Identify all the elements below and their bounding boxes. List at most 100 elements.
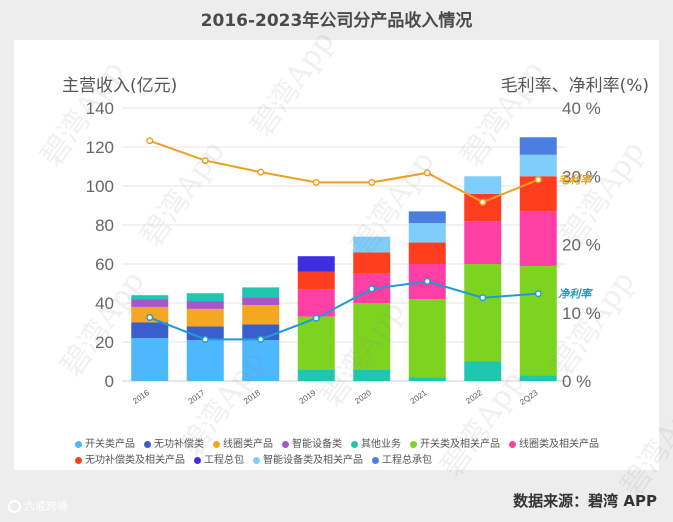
legend-item: 线圈类产品 [213, 437, 273, 452]
bar-segment [186, 293, 224, 302]
line-point [423, 277, 431, 285]
legend-marker [372, 457, 379, 464]
x-tick-label: 2016 [131, 388, 151, 406]
x-tick-label: 2018 [242, 388, 262, 406]
y-tick-label: 100 [86, 177, 114, 196]
legend-item: 智能设备类及相关产品 [253, 453, 363, 468]
bar-segment [519, 375, 557, 381]
y-tick-label: 0 [105, 372, 114, 391]
legend-marker [351, 441, 358, 448]
y2-tick-label: 0 % [562, 372, 591, 391]
data-source: 数据来源：碧湾 APP [513, 492, 657, 510]
chart-panel: 主营收入(亿元) 毛利率、净利率(%) 0 20 40 60 80 100 120 140 0 % 1… [14, 40, 659, 470]
bar-segment [131, 299, 169, 307]
bar-segment [353, 252, 391, 274]
line-point [312, 178, 320, 186]
bar-segment [186, 340, 224, 381]
legend-marker [253, 457, 260, 464]
bar-segment [464, 221, 502, 264]
footer-logo: 六戒跨境 [8, 498, 68, 514]
bar-segment [242, 297, 280, 305]
line-point [257, 335, 265, 343]
legend-marker [213, 441, 220, 448]
bar-segment [519, 211, 557, 266]
legend-marker [75, 457, 82, 464]
line-series [149, 280, 539, 341]
legend-item: 无功补偿类 [144, 437, 204, 452]
legend-marker [144, 441, 151, 448]
footer-logo-text: 六戒跨境 [24, 501, 68, 513]
y-tick-label: 80 [95, 216, 114, 235]
bar-segment [519, 154, 557, 177]
bar-segment [297, 271, 335, 290]
bar-segment [408, 242, 446, 264]
bar-segment [464, 264, 502, 362]
y2-tick-label: 10 % [562, 304, 601, 323]
legend-label: 工程总承包 [382, 455, 432, 466]
legend-label: 工程总包 [204, 455, 244, 466]
bar-segment [519, 137, 557, 155]
bar-segment [297, 369, 335, 381]
line-point [146, 313, 154, 322]
legend-marker [194, 457, 201, 464]
legend-label: 其他业务 [361, 439, 401, 450]
y2-tick-label: 20 % [562, 236, 601, 255]
bar-segment [131, 322, 169, 339]
x-tick-label: 2020 [353, 388, 373, 406]
chart-title: 2016-2023年公司分产品收入情况 [200, 11, 473, 31]
bar-segment [353, 303, 391, 370]
bar-segment [408, 211, 446, 224]
legend-label: 开关类及相关产品 [420, 439, 500, 450]
legend-marker [509, 441, 516, 448]
bar-segment [297, 289, 335, 317]
legend-label: 无功补偿类及相关产品 [85, 455, 185, 466]
bar-segment [464, 193, 502, 222]
legend-item: 开关类产品 [75, 437, 135, 452]
legend-marker [75, 441, 82, 448]
legend-marker [282, 441, 289, 448]
legend-item: 智能设备类 [282, 437, 342, 452]
legend-label: 智能设备类 [292, 439, 342, 450]
legend-item: 工程总承包 [372, 453, 432, 468]
line-point [368, 285, 376, 293]
bar-segment [242, 304, 280, 325]
x-tick-label: 2017 [187, 388, 207, 406]
y-tick-label: 20 [95, 333, 114, 352]
bar-segment [464, 361, 502, 381]
y-tick-label: 60 [95, 255, 114, 274]
line-point [146, 137, 154, 145]
x-tick-label: 2022 [464, 388, 484, 406]
stacked-bar-line-chart: 主营收入(亿元) 毛利率、净利率(%) 0 20 40 60 80 100 120 140 0 % 1… [62, 76, 649, 407]
bar-segment [297, 256, 335, 272]
y-axis-title: 主营收入(亿元) [62, 76, 177, 96]
legend-label: 无功补偿类 [154, 439, 204, 450]
line-point [423, 169, 431, 177]
bar-segment [131, 295, 169, 300]
y-tick-label: 140 [86, 99, 114, 118]
legend-item: 其他业务 [351, 437, 401, 452]
line-point [368, 178, 376, 186]
y2-axis-title: 毛利率、净利率(%) [501, 76, 649, 96]
bar-segment [353, 369, 391, 381]
legend-label: 线圈类及相关产品 [519, 439, 599, 450]
line-point [534, 290, 542, 298]
bar-segment [519, 265, 557, 376]
line-label: 毛利率 [558, 174, 593, 187]
bar-segment [242, 287, 280, 298]
bar-segment [408, 299, 446, 378]
y-tick-label: 120 [86, 138, 114, 157]
line-point [534, 176, 542, 184]
x-tick-label: 2Q23 [518, 388, 540, 407]
bar-segment [353, 236, 391, 253]
bar-segment [186, 308, 224, 327]
bar-segment [408, 377, 446, 381]
logo-icon [8, 499, 21, 513]
x-tick-label: 2019 [298, 388, 318, 406]
line-point [479, 294, 487, 302]
line-point [201, 157, 209, 165]
bar-segment [131, 338, 169, 381]
y2-tick-label: 30 % [562, 167, 601, 186]
line-point [257, 168, 265, 176]
y-tick-label: 40 [95, 294, 114, 313]
legend-label: 线圈类产品 [223, 439, 273, 450]
